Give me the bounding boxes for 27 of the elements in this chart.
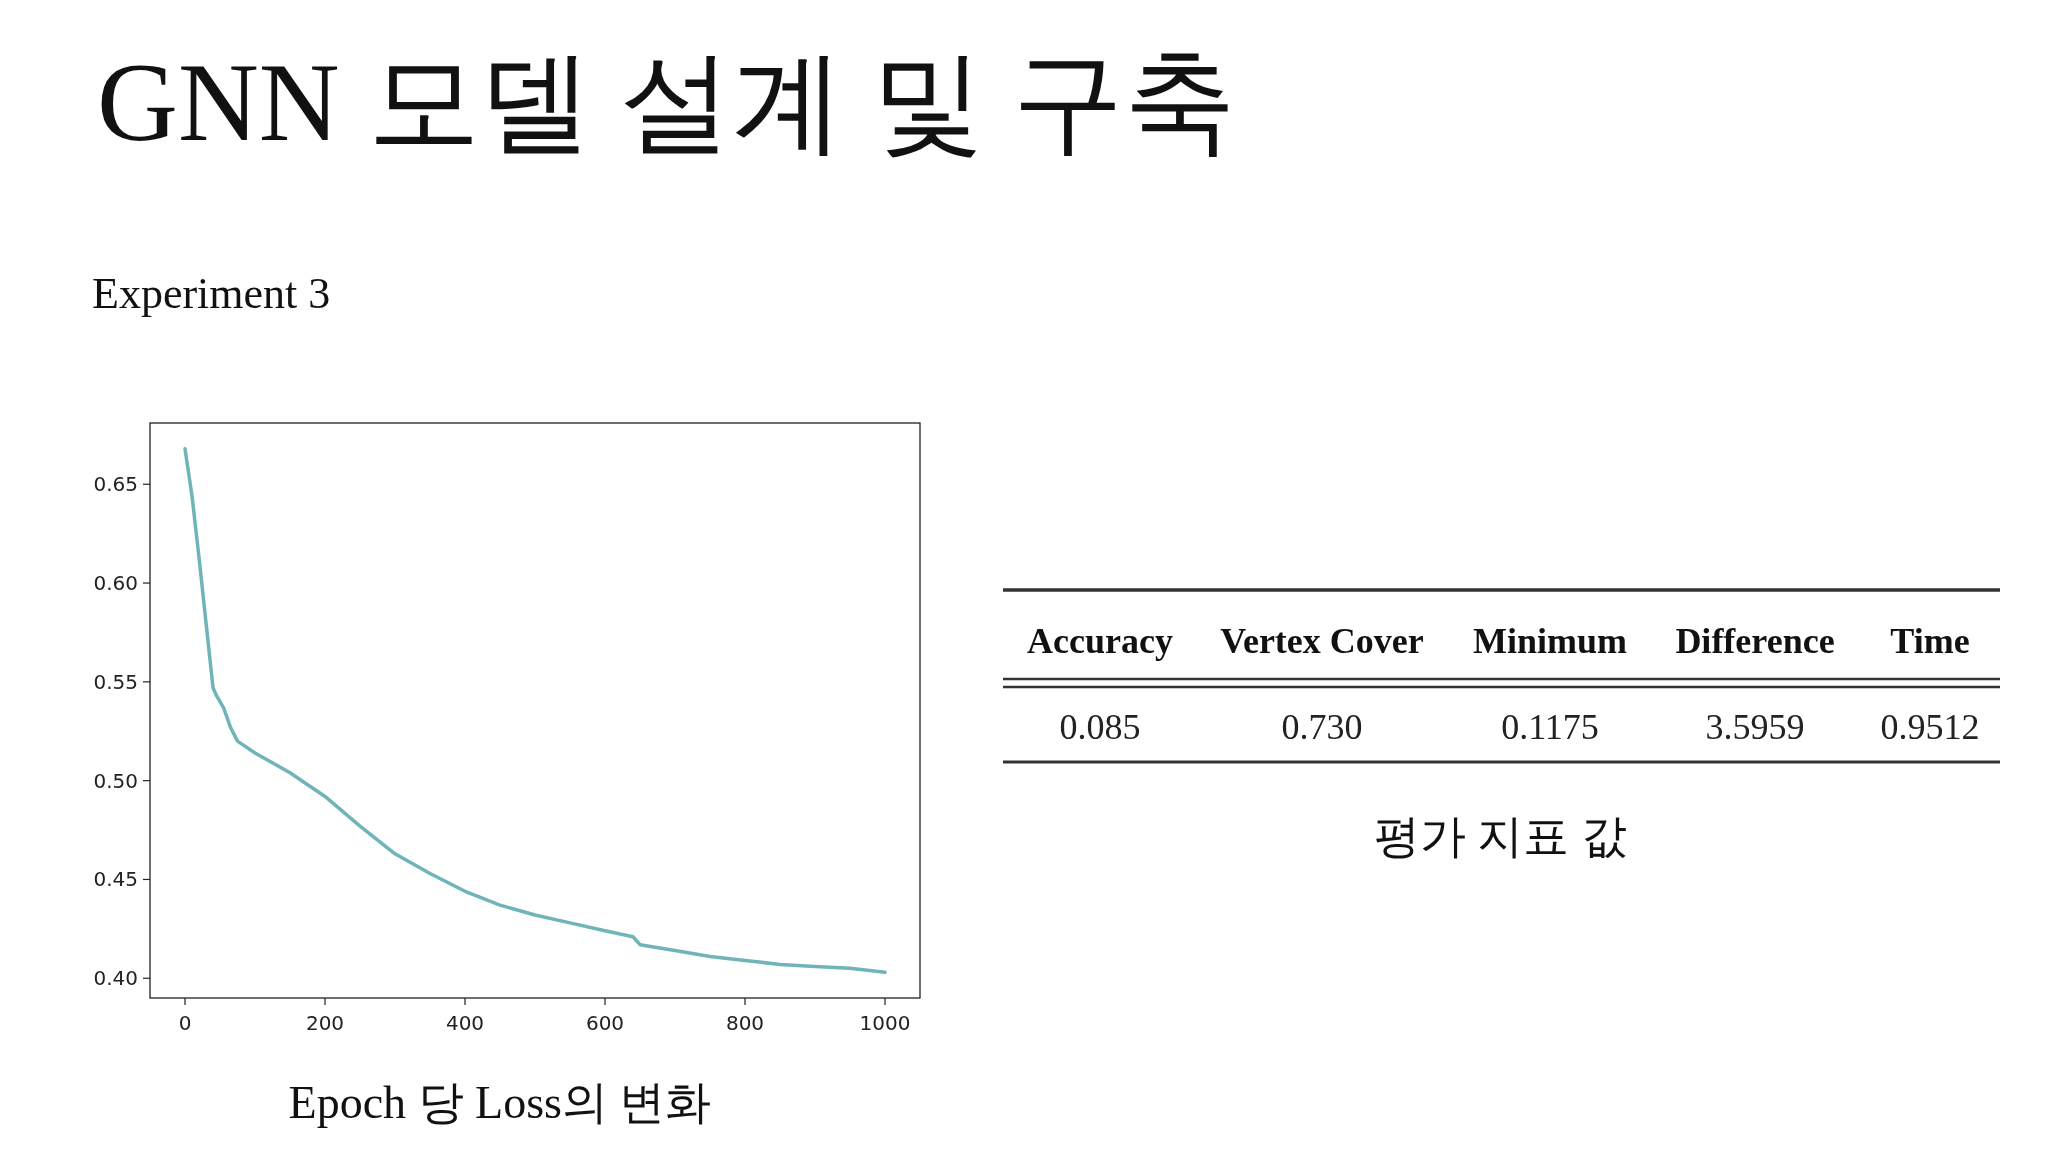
y-tick-label: 0.40: [93, 966, 138, 991]
data-label: 0.730: [1281, 707, 1363, 747]
category-label: Minimum: [1472, 621, 1628, 661]
text: 평가 지표 값: [1373, 811, 1627, 862]
y-tick-label: 0.60: [93, 571, 138, 596]
y-tick-label: 0.55: [93, 669, 138, 694]
x-tick-label: 600: [585, 1011, 625, 1035]
category-label: Vertex Cover: [1220, 621, 1424, 661]
data-label: 3.5959: [1705, 707, 1805, 747]
y-tick-label: 0.45: [93, 867, 138, 892]
category-label: Time: [1890, 621, 1970, 661]
line-series: [183, 446, 887, 975]
data-label: 0.9512: [1880, 707, 1980, 747]
data-label: 0.1175: [1501, 707, 1599, 747]
chart-title: GNN 모델 설계 및 구축: [97, 40, 1236, 164]
x-tick-label: 0: [178, 1011, 192, 1035]
category-label: Accuracy: [1027, 621, 1173, 661]
x-axis-title: Epoch 당 Loss의 변화: [288, 1077, 712, 1128]
category-label: Difference: [1675, 621, 1835, 661]
y-tick-label: 0.65: [93, 472, 138, 497]
x-tick-label: 200: [305, 1011, 345, 1035]
x-tick-label: 1000: [859, 1011, 911, 1035]
data-label: 0.085: [1059, 707, 1141, 747]
chart-subtitle: Experiment 3: [92, 269, 331, 318]
x-tick-label: 400: [445, 1011, 485, 1035]
y-tick-label: 0.50: [93, 768, 138, 793]
x-tick-label: 800: [725, 1011, 765, 1035]
